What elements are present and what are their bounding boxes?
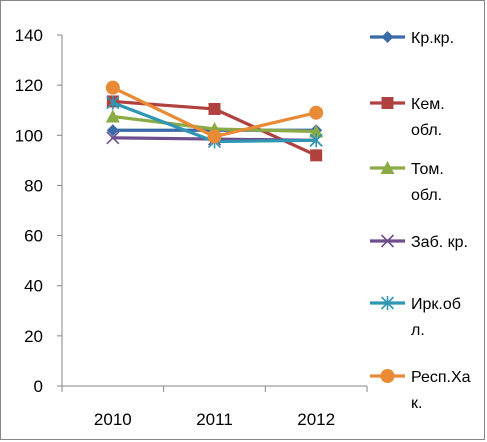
legend-label: Респ.Ха xyxy=(411,369,471,386)
legend-marker xyxy=(380,161,395,174)
data-point xyxy=(310,149,323,162)
data-point xyxy=(309,105,324,120)
y-tick-label: 80 xyxy=(24,176,43,195)
legend-label: Заб. кр. xyxy=(411,234,468,251)
y-tick-label: 100 xyxy=(15,126,43,145)
y-tick-label: 140 xyxy=(15,26,43,45)
data-point xyxy=(106,124,119,137)
legend-label: Ирк.об xyxy=(411,296,461,313)
x-tick-label: 2012 xyxy=(297,410,335,429)
legend-label: Кем. xyxy=(411,96,445,113)
legend-entry: Кр.кр. xyxy=(370,30,454,47)
legend-entry: Респ.Ха к. xyxy=(370,369,471,412)
data-point xyxy=(106,95,120,110)
data-point xyxy=(208,102,221,115)
legend-label: л. xyxy=(411,322,425,339)
legend-marker xyxy=(381,97,394,109)
legend-marker xyxy=(380,296,395,310)
x-tick-label: 2011 xyxy=(196,410,233,429)
legend-marker xyxy=(381,31,394,43)
data-point xyxy=(309,133,323,148)
data-point xyxy=(105,80,120,95)
y-tick-label: 20 xyxy=(24,327,43,346)
legend-marker xyxy=(380,369,395,383)
legend-entry: Заб. кр. xyxy=(370,234,468,251)
y-tick-label: 60 xyxy=(24,227,43,246)
data-point xyxy=(207,129,222,144)
y-tick-label: 0 xyxy=(34,377,43,396)
data-point xyxy=(105,109,120,123)
x-tick-label: 2010 xyxy=(94,410,132,429)
y-tick-label: 40 xyxy=(24,277,43,296)
data-point xyxy=(106,131,120,145)
legend-entry: Кем. обл. xyxy=(370,96,445,139)
legend-label: обл. xyxy=(411,187,442,204)
legend-label: Кр.кр. xyxy=(411,30,454,47)
legend-label: к. xyxy=(411,395,422,412)
legend-marker xyxy=(380,234,395,248)
legend-entry: Том. обл. xyxy=(370,161,444,204)
data-point xyxy=(309,124,324,138)
legend-entry: Ирк.об л. xyxy=(370,296,461,339)
legend-label: Том. xyxy=(411,161,444,178)
legend-label: обл. xyxy=(411,122,442,139)
y-tick-label: 120 xyxy=(15,76,43,95)
